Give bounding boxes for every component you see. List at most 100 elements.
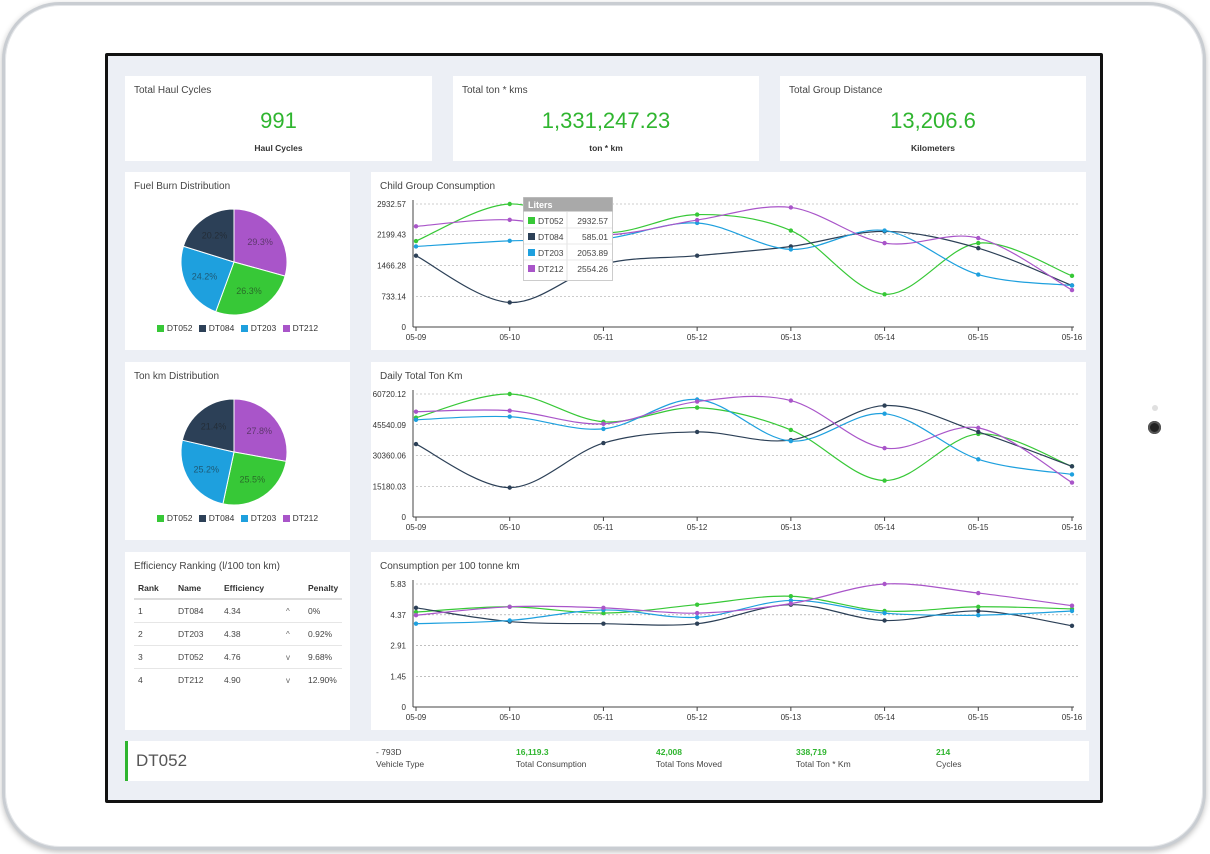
data-point-dt212[interactable] [413,224,419,229]
data-point-dt212[interactable] [1069,603,1075,608]
data-point-dt084[interactable] [694,621,700,626]
data-point-dt212[interactable] [413,409,419,414]
column-header-name[interactable]: Name [174,578,220,600]
data-point-dt203[interactable] [413,244,419,249]
series-line-dt212[interactable] [415,206,1073,291]
series-line-dt203[interactable] [415,222,1073,287]
legend-item[interactable]: DT203 [240,323,276,333]
data-point-dt203[interactable] [507,238,512,244]
data-point-dt084[interactable] [413,605,419,611]
table-row[interactable]: 4 DT212 4.90 v 12.90% [134,669,342,692]
series-line-dt084[interactable] [415,404,1073,489]
data-point-dt203[interactable] [1069,283,1075,288]
data-point-dt052[interactable] [694,405,700,410]
data-point-dt203[interactable] [601,426,606,432]
data-point-dt203[interactable] [882,610,887,616]
data-point-dt084[interactable] [1069,464,1075,469]
data-point-dt203[interactable] [976,613,981,618]
data-point-dt212[interactable] [601,605,606,611]
data-point-dt052[interactable] [788,594,794,599]
data-point-dt203[interactable] [413,417,419,422]
data-point-dt212[interactable] [1069,287,1075,293]
table-row[interactable]: 1 DT084 4.34 ^ 0% [134,599,342,623]
data-point-dt084[interactable] [694,429,700,435]
data-point-dt203[interactable] [507,618,512,623]
legend-item[interactable]: DT084 [198,323,234,333]
data-point-dt212[interactable] [882,240,887,246]
data-point-dt084[interactable] [413,253,419,258]
data-point-dt084[interactable] [976,429,981,435]
legend-item[interactable]: DT052 [156,323,192,333]
data-point-dt084[interactable] [694,253,700,258]
series-line-dt212[interactable] [415,583,1073,616]
pie-slice-dt052[interactable] [222,451,287,506]
legend-item[interactable]: DT203 [240,513,276,523]
series-line-dt203[interactable] [415,398,1073,476]
series-line-dt203[interactable] [415,599,1073,625]
data-point-dt212[interactable] [976,590,981,596]
pie-slice-dt084[interactable] [181,398,235,453]
data-point-dt212[interactable] [507,604,512,609]
data-point-dt203[interactable] [788,438,794,444]
data-point-dt212[interactable] [507,408,512,413]
table-row[interactable]: 2 DT203 4.38 ^ 0.92% [134,622,342,646]
data-point-dt084[interactable] [976,245,981,251]
data-point-dt052[interactable] [976,604,981,609]
data-point-dt052[interactable] [694,602,700,607]
data-point-dt052[interactable] [413,609,419,615]
data-point-dt052[interactable] [413,238,419,244]
data-point-dt084[interactable] [601,440,606,446]
daily-total-ton-km-chart[interactable]: 0 15180.03 30360.06 45540.09 60720.12 05-09 05… [371,362,1086,540]
series-line-dt052[interactable] [415,393,1073,482]
data-point-dt052[interactable] [601,610,606,616]
data-point-dt203[interactable] [507,414,512,419]
data-point-dt203[interactable] [1069,608,1075,614]
data-point-dt084[interactable] [507,300,512,305]
data-point-dt203[interactable] [976,457,981,462]
pie-slice-dt212[interactable] [233,398,288,462]
data-point-dt203[interactable] [413,621,419,626]
data-point-dt203[interactable] [1069,472,1075,477]
column-header-rank[interactable]: Rank [134,578,174,600]
data-point-dt212[interactable] [694,610,700,616]
data-point-dt212[interactable] [694,399,700,404]
data-point-dt084[interactable] [601,621,606,626]
data-point-dt212[interactable] [976,235,981,241]
data-point-dt212[interactable] [788,601,794,606]
data-point-dt212[interactable] [413,613,419,618]
data-point-dt084[interactable] [976,608,981,614]
data-point-dt084[interactable] [413,441,419,447]
data-point-dt212[interactable] [882,581,887,587]
data-point-dt203[interactable] [882,411,887,416]
series-line-dt084[interactable] [415,604,1073,627]
data-point-dt203[interactable] [694,615,700,620]
pie-slice-dt084[interactable] [182,208,235,263]
data-point-dt084[interactable] [507,485,512,490]
data-point-dt212[interactable] [976,425,981,431]
legend-item[interactable]: DT052 [156,513,192,523]
pie-slice-dt052[interactable] [215,261,286,316]
data-point-dt052[interactable] [694,212,700,217]
legend-item[interactable]: DT212 [282,323,318,333]
data-point-dt203[interactable] [882,228,887,233]
data-point-dt212[interactable] [601,421,606,427]
legend-item[interactable]: DT212 [282,513,318,523]
kpi-card-haul-cycles[interactable]: Total Haul Cycles 991 Haul Cycles [125,76,432,161]
data-point-dt052[interactable] [882,478,887,483]
legend-item[interactable]: DT084 [198,513,234,523]
data-point-dt052[interactable] [976,240,981,246]
table-row[interactable]: 3 DT052 4.76 v 9.68% [134,645,342,669]
pie-slice-dt203[interactable] [180,439,235,505]
data-point-dt052[interactable] [788,427,794,433]
data-point-dt084[interactable] [1069,623,1075,628]
data-point-dt052[interactable] [788,228,794,233]
data-point-dt052[interactable] [507,201,512,207]
kpi-card-ton-kms[interactable]: Total ton * kms 1,331,247.23 ton * km [453,76,759,161]
data-point-dt212[interactable] [1069,480,1075,485]
child-group-consumption-chart[interactable]: 0 733.14 1466.28 2199.43 2932.57 05-09 05-10 05… [371,172,1086,350]
data-point-dt212[interactable] [694,217,700,223]
series-line-dt212[interactable] [415,395,1073,484]
series-line-dt052[interactable] [415,203,1073,295]
kpi-card-group-distance[interactable]: Total Group Distance 13,206.6 Kilometers [780,76,1086,161]
data-point-dt212[interactable] [788,398,794,403]
